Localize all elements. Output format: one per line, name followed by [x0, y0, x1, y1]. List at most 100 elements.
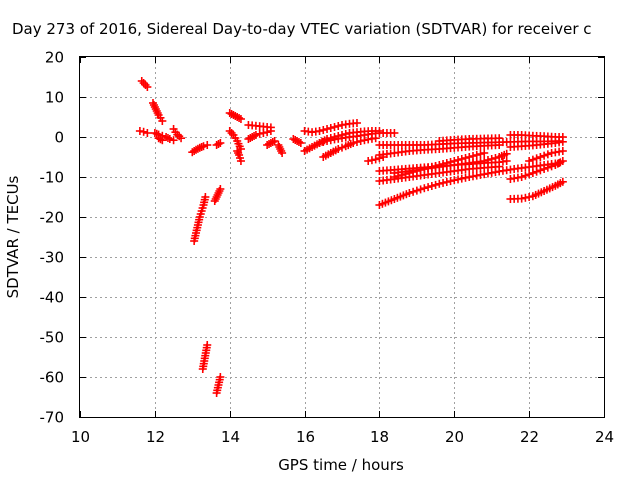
series-arc-36: [506, 137, 567, 151]
series-arc-5: [154, 134, 167, 145]
chart-title: Day 273 of 2016, Sidereal Day-to-day VTE…: [12, 20, 592, 38]
data-point: [420, 165, 429, 173]
data-point: [394, 172, 403, 180]
data-point: [427, 163, 436, 171]
series-arc-7: [188, 141, 212, 157]
data-point: [495, 141, 504, 149]
data-point: [405, 169, 414, 177]
series-arc-24: [315, 129, 399, 147]
data-point: [487, 155, 496, 163]
data-point: [480, 149, 489, 157]
data-point: [558, 157, 567, 165]
data-point: [454, 156, 463, 164]
data-point: [483, 156, 492, 164]
data-point: [536, 166, 545, 175]
data-point: [165, 135, 174, 143]
data-point: [263, 128, 272, 137]
series-arc-20: [289, 135, 305, 147]
series-arc-17: [244, 127, 275, 143]
data-point: [143, 129, 152, 137]
x-tick-label: 10: [71, 428, 90, 446]
data-point: [330, 123, 339, 131]
data-point: [439, 178, 448, 187]
data-point: [469, 152, 477, 160]
data-point: [270, 137, 279, 145]
y-tick-label: 0: [54, 129, 64, 147]
y-tick-label: -40: [40, 289, 65, 307]
data-point: [216, 139, 225, 147]
data-point: [266, 127, 275, 135]
data-point: [521, 171, 530, 180]
series-arc-1: [137, 77, 152, 91]
data-point: [532, 167, 541, 176]
data-point: [540, 151, 549, 160]
y-axis: 20 10 0 -10 -20 -30 -40 -50 -60 -70: [40, 49, 604, 427]
data-point: [442, 178, 451, 186]
x-tick-label: 18: [370, 428, 389, 446]
data-point: [446, 177, 455, 186]
x-tick-label: 22: [520, 428, 539, 446]
data-point: [401, 170, 410, 178]
series-arc-9: [210, 185, 225, 205]
series-arc-15: [233, 147, 245, 165]
data-point: [517, 173, 526, 181]
data-point: [536, 153, 545, 161]
data-points: [135, 77, 567, 397]
data-point: [416, 185, 425, 194]
data-point: [457, 155, 466, 163]
data-point: [371, 155, 380, 164]
grid-lines: [80, 57, 604, 417]
series-arc-38: [525, 147, 567, 165]
data-point: [201, 193, 210, 201]
data-point: [442, 159, 451, 167]
x-tick-label: 16: [296, 428, 315, 446]
y-tick-label: 10: [45, 89, 64, 107]
data-point: [169, 136, 178, 145]
data-point: [158, 136, 167, 145]
series-arc-3: [148, 99, 167, 125]
data-point: [439, 160, 448, 168]
data-point: [278, 149, 287, 157]
data-point: [409, 187, 418, 196]
series-arc-18: [263, 137, 279, 149]
y-tick-label: -50: [40, 329, 65, 347]
data-point: [547, 162, 556, 171]
data-point: [236, 115, 245, 123]
data-point: [319, 138, 328, 146]
series-arc-4: [150, 129, 178, 145]
data-point: [203, 141, 212, 149]
series-arc-14: [225, 127, 245, 153]
y-tick-label: -20: [40, 209, 65, 227]
y-tick-label: 20: [45, 49, 64, 67]
data-point: [338, 143, 346, 152]
y-axis-label: SDTVAR / TECUs: [4, 175, 22, 298]
data-point: [528, 155, 537, 164]
data-point: [543, 150, 552, 159]
data-point: [420, 184, 429, 193]
data-point: [390, 129, 399, 137]
data-point: [412, 186, 421, 195]
series-arc-23: [319, 134, 380, 161]
series-arc-31: [390, 149, 489, 181]
data-point: [450, 157, 459, 165]
series-arc-35: [506, 177, 567, 203]
data-point: [525, 157, 534, 165]
y-tick-label: -60: [40, 369, 65, 387]
plot-frame: [79, 56, 605, 418]
data-point: [424, 183, 433, 192]
series-arc-10: [212, 139, 225, 149]
series-arc-34: [506, 157, 567, 183]
data-point: [446, 158, 455, 166]
x-tick-label: 12: [146, 428, 165, 446]
x-tick-label: 20: [445, 428, 464, 446]
data-point: [315, 139, 324, 147]
data-point: [323, 125, 332, 133]
x-axis: 10 12 14 16 18 20 22 24: [71, 57, 614, 446]
data-point: [558, 177, 567, 186]
y-tick-label: -10: [40, 169, 65, 187]
data-point: [334, 145, 343, 153]
y-tick-label: -30: [40, 249, 65, 267]
data-point: [214, 140, 223, 148]
data-point: [326, 124, 335, 132]
